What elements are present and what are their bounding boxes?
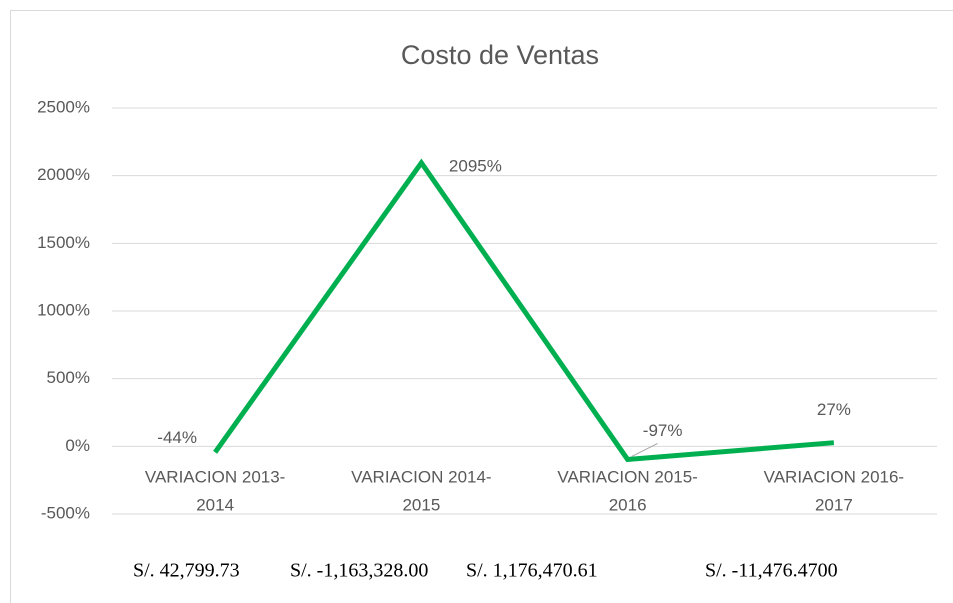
leader-line bbox=[631, 443, 658, 457]
annotation: S/. -11,476.4700 bbox=[705, 560, 838, 582]
annotation: S/. -1,163,328.00 bbox=[290, 560, 428, 582]
y-tick-label: 0% bbox=[65, 436, 90, 455]
x-tick-label: VARIACION 2013-2014 bbox=[145, 468, 285, 515]
data-label: 2095% bbox=[449, 156, 502, 175]
y-tick-label: 2000% bbox=[37, 165, 90, 184]
y-tick-label: 1000% bbox=[37, 300, 90, 319]
y-tick-label: 1500% bbox=[37, 233, 90, 252]
data-label: 27% bbox=[817, 400, 851, 419]
y-tick-label: 2500% bbox=[37, 97, 90, 116]
y-tick-label: 500% bbox=[47, 368, 90, 387]
chart-border bbox=[10, 10, 953, 603]
x-tick-label: VARIACION 2014-2015 bbox=[351, 468, 491, 515]
y-tick-label: -500% bbox=[41, 503, 90, 522]
annotation: S/. 42,799.73 bbox=[133, 560, 240, 582]
x-tick-label: VARIACION 2015-2016 bbox=[557, 468, 697, 515]
line bbox=[213, 158, 835, 463]
x-tick-label: VARIACION 2016-2017 bbox=[764, 468, 904, 515]
data-label: -97% bbox=[643, 421, 683, 440]
chart-title: Costo de Ventas bbox=[401, 40, 599, 70]
data-label: -44% bbox=[157, 428, 197, 447]
annotation: S/. 1,176,470.61 bbox=[466, 560, 598, 582]
